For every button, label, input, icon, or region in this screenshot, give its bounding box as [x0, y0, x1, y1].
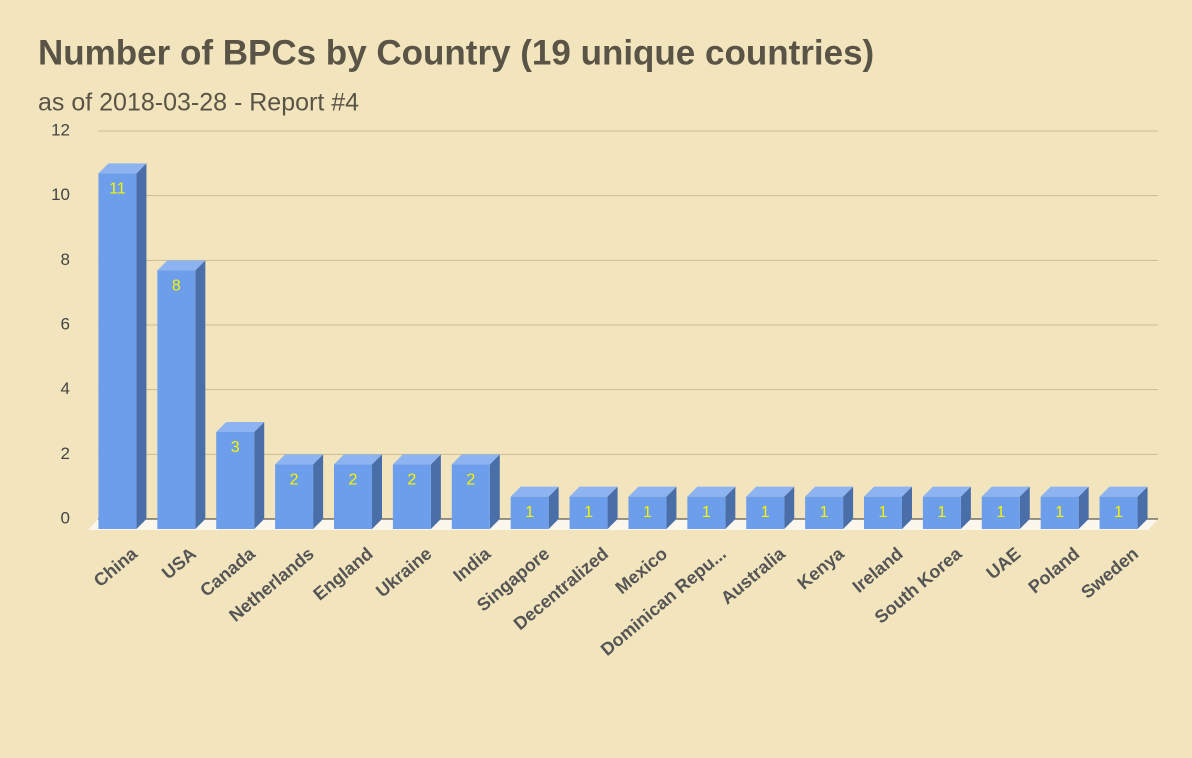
y-tick-label: 8 — [61, 250, 70, 269]
bar — [157, 270, 196, 529]
bar-top — [805, 486, 854, 497]
bar-top — [569, 486, 618, 497]
data-label: 1 — [702, 504, 711, 521]
bar-top — [981, 486, 1030, 497]
data-label: 11 — [109, 181, 126, 198]
bar-top — [922, 486, 971, 497]
bar-top — [746, 486, 795, 497]
bar-top — [216, 422, 265, 432]
bar — [334, 464, 372, 529]
data-label: 1 — [820, 504, 829, 521]
data-label: 1 — [1055, 504, 1064, 521]
data-label: 1 — [937, 504, 946, 521]
bar — [628, 496, 667, 529]
bar-side — [313, 454, 324, 529]
data-label: 8 — [172, 278, 181, 295]
bar — [275, 464, 314, 529]
bar-side — [372, 454, 382, 529]
bar-side — [902, 486, 912, 529]
data-label: 3 — [231, 439, 240, 456]
y-tick-label: 12 — [51, 120, 70, 139]
bar-side — [960, 486, 971, 529]
bar-top — [510, 486, 559, 497]
bar — [864, 496, 902, 529]
bar-side — [725, 486, 736, 529]
bar-side — [254, 422, 265, 529]
data-label: 2 — [407, 472, 416, 489]
bar — [1099, 496, 1138, 529]
data-label: 1 — [584, 504, 593, 521]
data-label: 2 — [349, 472, 358, 489]
y-tick-label: 4 — [61, 379, 70, 398]
bar-side — [1137, 486, 1148, 529]
data-label: 1 — [761, 504, 770, 521]
bar — [98, 173, 137, 530]
bar — [510, 496, 549, 529]
bar — [1040, 496, 1079, 529]
y-tick-label: 10 — [51, 185, 70, 204]
chart-title: Number of BPCs by Country (19 unique cou… — [38, 33, 874, 72]
data-label: 1 — [879, 504, 888, 521]
bar-side — [136, 163, 147, 530]
bar — [922, 496, 961, 529]
bar — [569, 496, 608, 529]
bar — [805, 496, 844, 529]
bar — [216, 432, 255, 529]
data-label: 1 — [643, 504, 652, 521]
bar-top — [275, 454, 324, 465]
bar-side — [784, 486, 795, 529]
data-label: 2 — [290, 472, 299, 489]
bar-top — [864, 486, 912, 497]
y-tick-label: 2 — [61, 444, 70, 463]
data-label: 2 — [466, 472, 475, 489]
bar-top — [451, 454, 500, 465]
data-label: 1 — [1114, 504, 1123, 521]
bar — [981, 496, 1020, 529]
bar-top — [687, 486, 736, 497]
y-tick-label: 6 — [61, 314, 70, 333]
bar-side — [489, 454, 500, 529]
y-tick-label: 0 — [61, 508, 70, 527]
bar-side — [1019, 486, 1030, 529]
bar-side — [195, 260, 206, 529]
bar-top — [628, 486, 677, 497]
data-label: 1 — [525, 504, 534, 521]
bar-top — [392, 454, 441, 465]
bar-top — [157, 260, 206, 271]
bar — [392, 464, 431, 529]
bar-top — [1099, 486, 1148, 497]
bar-side — [666, 486, 677, 529]
bar-top — [1040, 486, 1089, 497]
bar-side — [430, 454, 441, 529]
bar-side — [607, 486, 618, 529]
bar — [746, 496, 785, 529]
bar-side — [548, 486, 559, 529]
bar-top — [334, 454, 382, 465]
bar-side — [843, 486, 854, 529]
chart-subtitle: as of 2018-03-28 - Report #4 — [38, 89, 359, 117]
bar — [687, 496, 726, 529]
bar-top — [98, 163, 147, 174]
bar-side — [1078, 486, 1089, 529]
bar — [451, 464, 490, 529]
data-label: 1 — [996, 504, 1005, 521]
